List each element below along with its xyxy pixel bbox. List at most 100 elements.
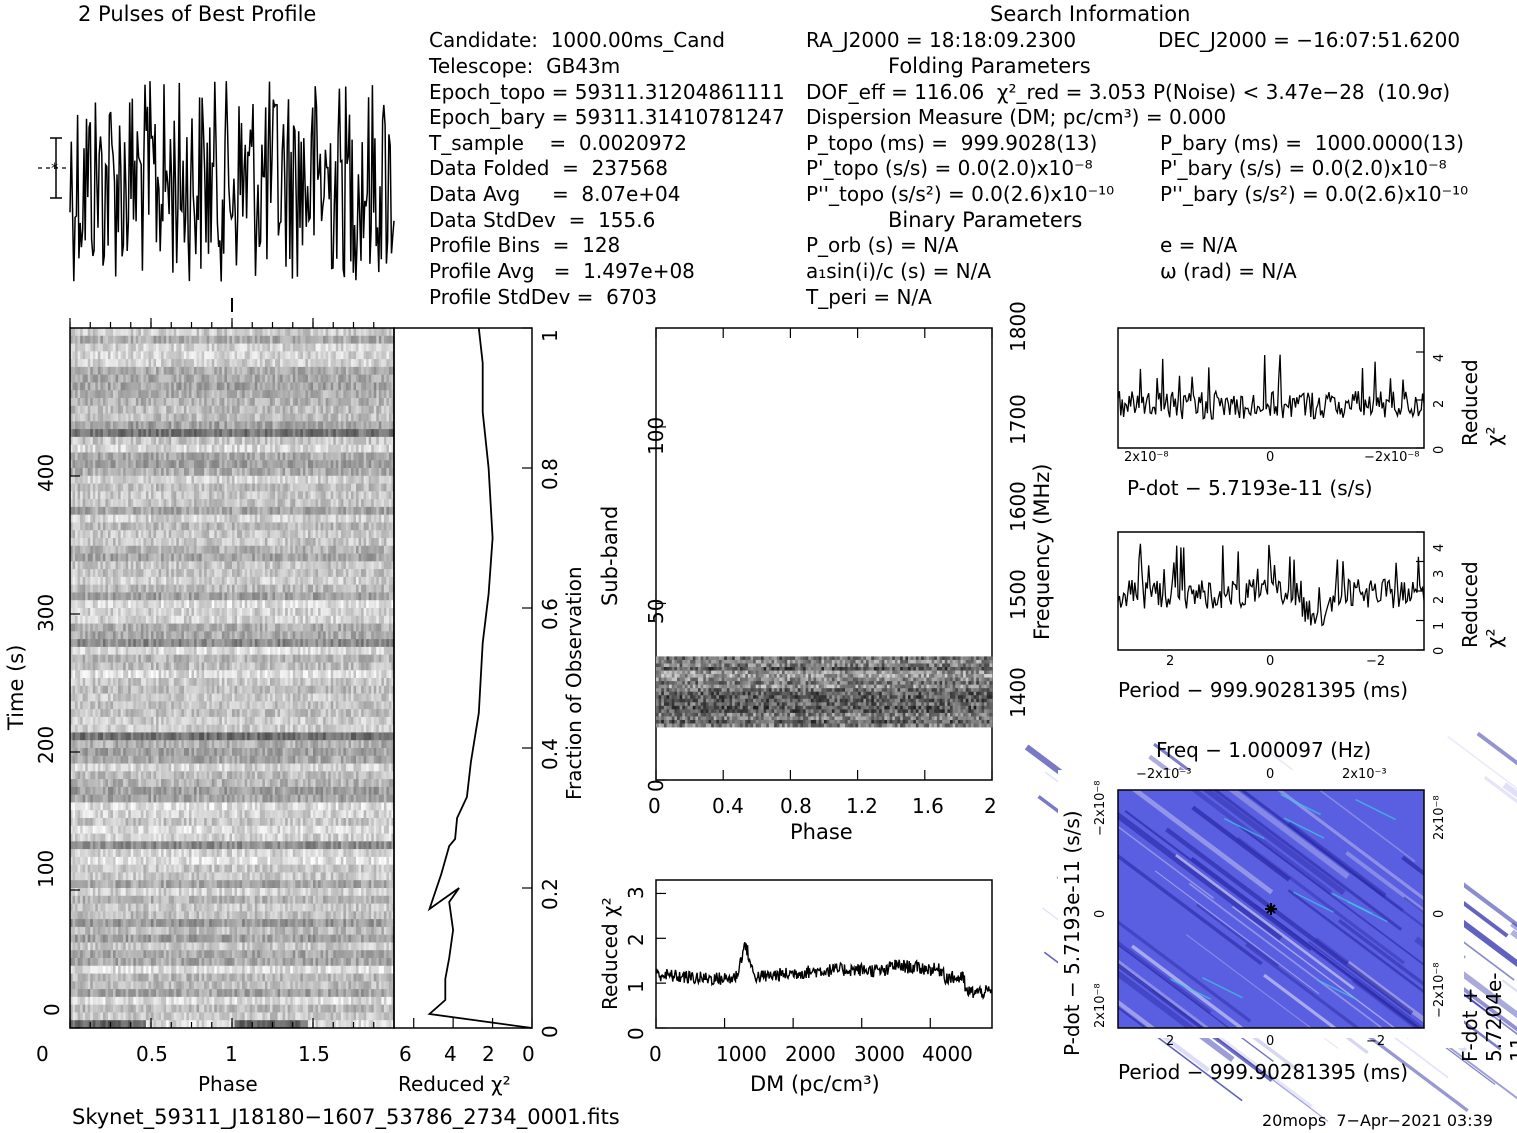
heatmap-cell (338, 390, 342, 399)
heatmap-cell (277, 576, 281, 586)
heatmap-cell (77, 569, 81, 578)
heatmap-cell (328, 561, 332, 570)
heatmap-cell (272, 460, 276, 469)
heatmap-cell (252, 429, 256, 438)
heatmap-cell (229, 584, 233, 593)
heatmap-cell (133, 452, 137, 461)
heatmap-cell (221, 390, 225, 399)
heatmap-cell (363, 506, 367, 516)
heatmap-cell (181, 390, 185, 399)
heatmap-cell (113, 475, 117, 485)
heatmap-cell (194, 538, 198, 547)
heatmap-cell (90, 576, 94, 586)
heatmap-cell (358, 522, 362, 531)
heatmap-cell (226, 483, 230, 492)
heatmap-cell (282, 584, 286, 593)
heatmap-cell (383, 328, 387, 337)
heatmap-cell (361, 351, 365, 360)
heatmap-cell (188, 553, 192, 562)
heatmap-cell (335, 584, 339, 593)
heatmap-cell (272, 343, 276, 352)
heatmap-cell (82, 444, 86, 453)
heatmap-cell (345, 499, 349, 508)
heatmap-cell (95, 398, 99, 407)
heatmap-cell (323, 382, 327, 391)
heatmap-cell (148, 600, 152, 609)
heatmap-cell (221, 569, 225, 578)
heatmap-cell (249, 359, 253, 368)
heatmap-cell (178, 335, 182, 345)
heatmap-cell (373, 398, 377, 407)
heatmap-cell (269, 615, 273, 625)
heatmap-cell (264, 475, 268, 485)
heatmap-cell (330, 366, 334, 376)
heatmap-cell (247, 600, 251, 609)
heatmap-cell (368, 615, 372, 625)
heatmap-cell (252, 553, 256, 562)
heatmap-cell (143, 545, 147, 555)
heatmap-cell (151, 413, 155, 422)
heatmap-cell (140, 499, 144, 508)
heatmap-cell (272, 452, 276, 461)
heatmap-cell (100, 576, 104, 586)
heatmap-cell (371, 382, 375, 391)
heatmap-cell (102, 538, 106, 547)
heatmap-cell (350, 351, 354, 360)
heatmap-cell (199, 366, 203, 376)
heatmap-cell (82, 421, 86, 430)
heatmap-cell (151, 561, 155, 570)
heatmap-cell (340, 436, 344, 446)
heatmap-cell (196, 374, 200, 383)
heatmap-cell (178, 436, 182, 446)
heatmap-cell (163, 374, 167, 383)
heatmap-cell (295, 359, 299, 368)
heatmap-cell (333, 553, 337, 562)
heatmap-cell (376, 398, 380, 407)
heatmap-cell (302, 359, 306, 368)
heatmap-cell (173, 514, 177, 523)
heatmap-cell (107, 343, 111, 352)
heatmap-cell (259, 545, 263, 555)
heatmap-cell (287, 615, 291, 625)
heatmap-cell (221, 600, 225, 609)
heatmap-cell (163, 538, 167, 547)
heatmap-cell (176, 413, 180, 422)
heatmap-cell (237, 390, 241, 399)
heatmap-cell (376, 569, 380, 578)
heatmap-cell (194, 615, 198, 625)
heatmap-cell (262, 608, 266, 617)
heatmap-cell (115, 374, 119, 383)
heatmap-cell (199, 522, 203, 531)
heatmap-cell (105, 623, 109, 632)
heatmap-cell (194, 576, 198, 586)
heatmap-cell (226, 366, 230, 376)
heatmap-cell (173, 382, 177, 391)
heatmap-cell (211, 468, 215, 477)
heatmap-cell (247, 475, 251, 485)
heatmap-cell (115, 576, 119, 586)
heatmap-cell (388, 499, 392, 508)
heatmap-cell (110, 576, 114, 586)
heatmap-cell (348, 514, 352, 523)
heatmap-cell (186, 436, 190, 446)
heatmap-cell (300, 436, 304, 446)
heatmap-cell (105, 366, 109, 376)
heatmap-cell (87, 615, 91, 625)
heatmap-cell (72, 514, 76, 523)
heatmap-cell (204, 413, 208, 422)
heatmap-cell (156, 475, 160, 485)
heatmap-cell (201, 608, 205, 617)
heatmap-cell (163, 421, 167, 430)
heatmap-cell (232, 584, 236, 593)
heatmap-cell (118, 335, 122, 345)
heatmap-cell (290, 615, 294, 625)
heatmap-cell (140, 366, 144, 376)
heatmap-cell (275, 553, 279, 562)
heatmap-cell (72, 335, 76, 345)
heatmap-cell (115, 460, 119, 469)
heatmap-cell (120, 506, 124, 516)
heatmap-cell (280, 390, 284, 399)
heatmap-cell (368, 390, 372, 399)
heatmap-cell (153, 553, 157, 562)
heatmap-cell (244, 538, 248, 547)
